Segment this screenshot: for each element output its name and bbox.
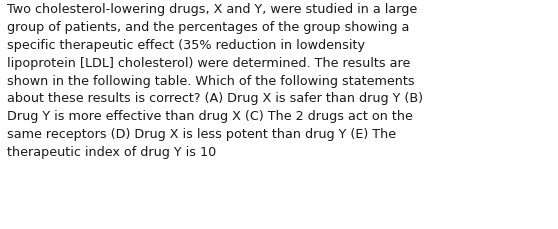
Text: Two cholesterol-lowering drugs, X and Y, were studied in a large
group of patien: Two cholesterol-lowering drugs, X and Y,… [7,3,423,158]
